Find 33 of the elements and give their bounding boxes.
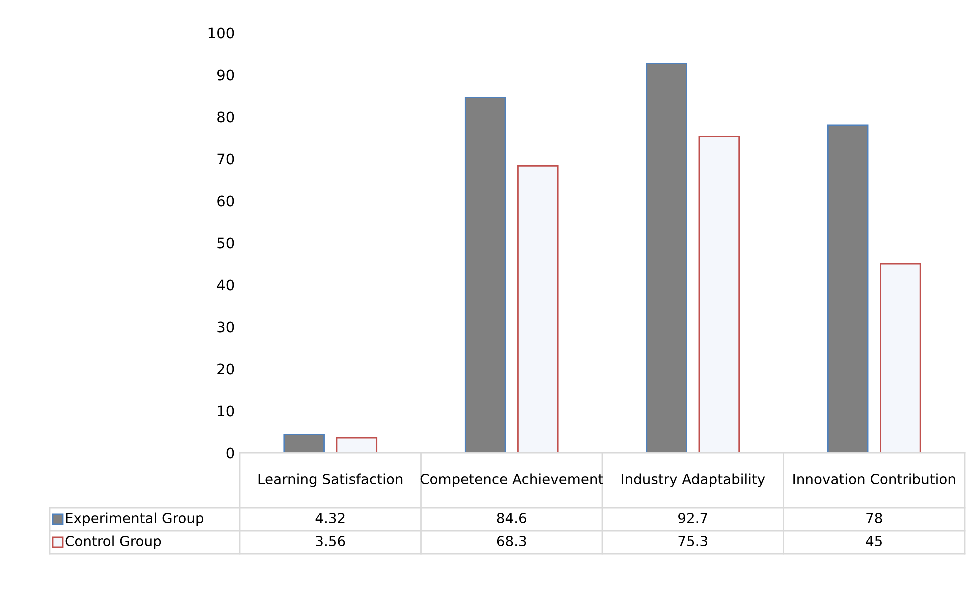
data-label: 78 xyxy=(866,513,882,524)
x-tick-label: Learning Satisfaction xyxy=(258,474,403,488)
y-tick-label: 30 xyxy=(218,322,234,333)
legend-label: Experimental Group xyxy=(66,512,204,526)
y-tick-label: 0 xyxy=(226,448,234,459)
y-tick-label: 50 xyxy=(218,238,234,249)
data-label: 4.32 xyxy=(316,513,345,524)
bar xyxy=(880,263,922,453)
y-tick-label: 60 xyxy=(218,196,234,207)
y-tick-label: 20 xyxy=(218,364,234,375)
bar xyxy=(464,96,506,453)
x-tick-label: Innovation Contribution xyxy=(794,474,956,485)
y-tick-label: 100 xyxy=(208,28,234,39)
y-tick-label: 80 xyxy=(218,112,234,123)
y-tick-label: 40 xyxy=(217,280,234,291)
y-tick-label: 70 xyxy=(218,154,234,165)
data-label: 75.3 xyxy=(678,536,708,547)
bar xyxy=(698,136,740,453)
bar xyxy=(518,165,559,453)
y-tick-label: 10 xyxy=(218,406,234,417)
legend-label: Control Group xyxy=(66,536,162,550)
data-label: 92.7 xyxy=(678,513,708,524)
x-tick-label: Industry Adaptability xyxy=(622,474,766,488)
bar xyxy=(646,62,688,453)
bar xyxy=(336,437,378,453)
data-label: 3.56 xyxy=(316,536,346,547)
data-label: 68.3 xyxy=(497,536,526,547)
data-label: 84.6 xyxy=(497,513,526,524)
y-tick-label: 90 xyxy=(218,70,234,81)
data-label: 45 xyxy=(866,536,882,547)
bar xyxy=(827,124,869,453)
bar xyxy=(284,434,325,453)
x-tick-label: Competence Achievement xyxy=(420,474,604,488)
